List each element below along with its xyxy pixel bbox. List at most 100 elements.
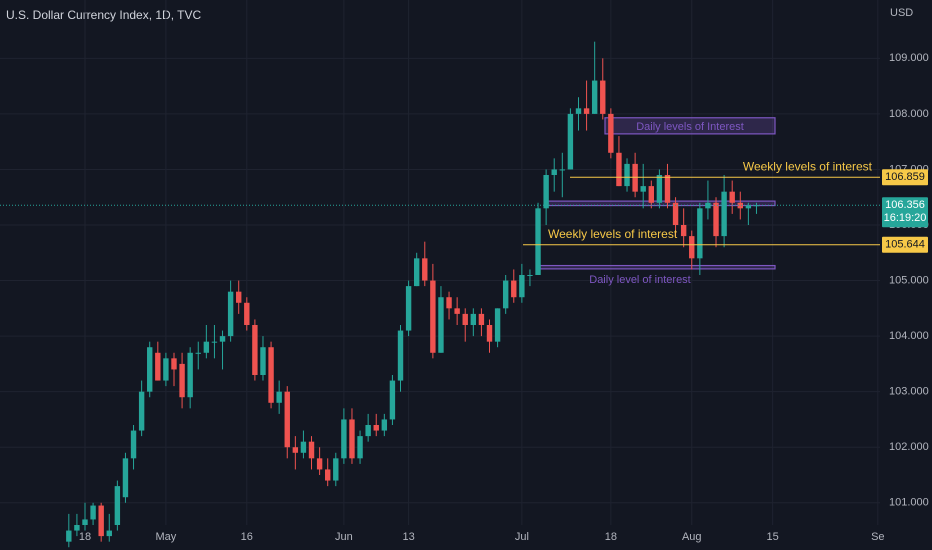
candle-body	[494, 308, 501, 342]
zone-label: Daily levels of Interest	[636, 121, 744, 133]
candle-body	[155, 352, 161, 381]
candle-body	[729, 191, 735, 203]
candle-body	[478, 313, 485, 325]
candle-body	[130, 430, 137, 459]
candle-body	[219, 336, 226, 342]
candle-body	[656, 175, 663, 203]
currency-label: USD	[890, 7, 913, 19]
candle-body	[543, 175, 549, 209]
candle-body	[583, 108, 590, 114]
candle-body	[106, 530, 112, 537]
y-tick-label: 108.000	[889, 108, 929, 120]
zone	[539, 264, 776, 270]
candle-body	[713, 202, 719, 237]
price-tag-label: 106.859	[885, 171, 925, 183]
candle-body	[462, 313, 468, 325]
candle-body	[211, 341, 218, 343]
candle-body	[357, 436, 363, 459]
candle-body	[171, 358, 177, 370]
candle-body	[689, 236, 695, 259]
candle-body	[705, 202, 711, 209]
candle-body	[470, 313, 477, 325]
candle-body	[446, 297, 452, 309]
candle-body	[98, 505, 104, 537]
candle-body	[502, 280, 509, 309]
candle-body	[333, 458, 339, 481]
candle-body	[737, 202, 743, 209]
price-tag	[882, 169, 928, 186]
x-tick-label: 16	[241, 531, 253, 543]
chart-title: U.S. Dollar Currency Index, 1D, TVC	[6, 8, 202, 22]
candle-body	[575, 108, 582, 114]
y-tick-label: 101.000	[889, 497, 929, 509]
candle-body	[381, 419, 388, 431]
candle-body	[648, 186, 654, 203]
candle-body	[567, 113, 574, 170]
x-tick-label: 18	[79, 531, 91, 543]
candle-body	[721, 191, 727, 237]
x-tick-label: Aug	[682, 531, 702, 543]
candle-body	[138, 391, 145, 431]
candle-body	[430, 280, 436, 353]
candle-body	[413, 258, 420, 287]
candle-body	[397, 330, 404, 381]
candle-body	[341, 419, 347, 459]
y-tick-label: 109.000	[889, 52, 929, 64]
last-price-label: 106.356	[885, 199, 925, 211]
candle-body	[252, 325, 258, 375]
candle-body	[147, 347, 153, 392]
candle-body	[527, 275, 533, 276]
candle-body	[268, 347, 274, 403]
y-tick-label: 104.000	[889, 330, 929, 342]
candle-body	[74, 525, 80, 531]
candle-body	[114, 486, 121, 525]
candle-body	[535, 208, 541, 275]
candle-body	[438, 297, 444, 353]
level-label: Weekly levels of interest	[743, 159, 873, 173]
candle-body	[511, 280, 517, 298]
countdown-label: 16:19:20	[884, 212, 927, 224]
candle-body	[195, 352, 201, 354]
y-tick-label: 105.000	[889, 274, 929, 286]
candle-body	[187, 352, 193, 398]
candle-body	[591, 80, 598, 114]
last-price-tag	[882, 197, 928, 228]
candle-body	[389, 380, 396, 420]
level-label: Weekly levels of interest	[548, 227, 678, 241]
zone	[604, 117, 776, 135]
candle-body	[672, 202, 679, 225]
candle-body	[422, 258, 428, 281]
candle-body	[90, 505, 96, 520]
candle-body	[203, 341, 210, 353]
candle-body	[292, 447, 299, 453]
candle-body	[608, 113, 614, 153]
candle-body	[373, 425, 379, 431]
candle-body	[179, 363, 185, 398]
x-tick-label: May	[156, 531, 177, 543]
candle-body	[519, 275, 525, 298]
candle-body	[260, 347, 266, 375]
x-tick-label: 18	[605, 531, 617, 543]
candle-body	[227, 291, 234, 337]
x-tick-label: 13	[402, 531, 414, 543]
x-tick-label: 15	[767, 531, 779, 543]
candle-body	[276, 391, 282, 403]
candle-body	[680, 225, 687, 237]
candle-body	[163, 358, 169, 381]
candle-body	[559, 169, 566, 171]
candle-body	[316, 458, 323, 470]
candle-body	[551, 169, 557, 175]
candle-body	[300, 441, 307, 453]
candle-body	[349, 419, 355, 459]
price-tag	[882, 236, 928, 253]
candle-body	[405, 286, 412, 331]
candle-body	[66, 530, 72, 542]
candle-body	[697, 208, 703, 259]
candle-body	[640, 186, 646, 192]
candle-body	[244, 302, 250, 325]
candle-body	[745, 205, 752, 209]
candle-body	[664, 175, 671, 203]
candle-body	[122, 458, 129, 498]
